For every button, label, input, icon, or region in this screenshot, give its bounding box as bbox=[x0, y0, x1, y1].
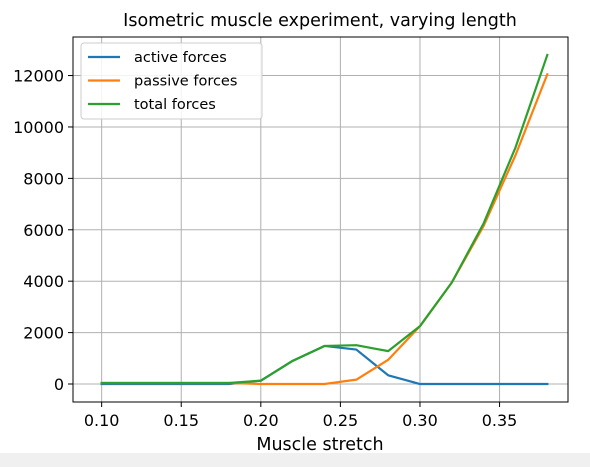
legend-label: active forces bbox=[134, 50, 227, 66]
axis-ticks: 0.10 0.15 0.20 0.25 0.30 0.35 0 2000 4000 6000 800… bbox=[13, 67, 517, 430]
y-tick-label: 2000 bbox=[23, 324, 64, 343]
legend: active forces passive forces total forces bbox=[80, 42, 263, 120]
x-axis-label: Muscle stretch bbox=[256, 435, 383, 453]
chart-title: Isometric muscle experiment, varying len… bbox=[123, 11, 517, 31]
plot-frame bbox=[72, 36, 569, 403]
legend-entry: passive forces bbox=[88, 74, 237, 90]
x-tick-label: 0.15 bbox=[163, 411, 199, 430]
y-tick-label: 12000 bbox=[13, 67, 64, 86]
series-lines bbox=[100, 53, 549, 386]
y-tick-label: 4000 bbox=[23, 272, 64, 291]
x-tick-label: 0.20 bbox=[243, 411, 279, 430]
x-tick-label: 0.25 bbox=[323, 411, 359, 430]
y-tick-label: 6000 bbox=[23, 221, 64, 240]
series-line-total-forces bbox=[100, 53, 549, 385]
legend-entry: total forces bbox=[88, 97, 216, 113]
series-line-active-forces bbox=[100, 344, 549, 386]
legend-label: total forces bbox=[134, 97, 216, 113]
x-tick-label: 0.35 bbox=[482, 411, 518, 430]
line-chart: 0.10 0.15 0.20 0.25 0.30 0.35 0 2000 4000 6000 800… bbox=[13, 11, 569, 453]
y-tick-label: 10000 bbox=[13, 118, 64, 137]
x-tick-label: 0.10 bbox=[84, 411, 120, 430]
chart-figure: 0.10 0.15 0.20 0.25 0.30 0.35 0 2000 4000 6000 800… bbox=[0, 0, 590, 453]
y-tick-label: 0 bbox=[54, 375, 64, 394]
legend-label: passive forces bbox=[134, 74, 237, 90]
x-tick-label: 0.30 bbox=[402, 411, 438, 430]
legend-entry: active forces bbox=[88, 50, 227, 66]
legend-box bbox=[80, 42, 263, 120]
y-tick-label: 8000 bbox=[23, 169, 64, 188]
